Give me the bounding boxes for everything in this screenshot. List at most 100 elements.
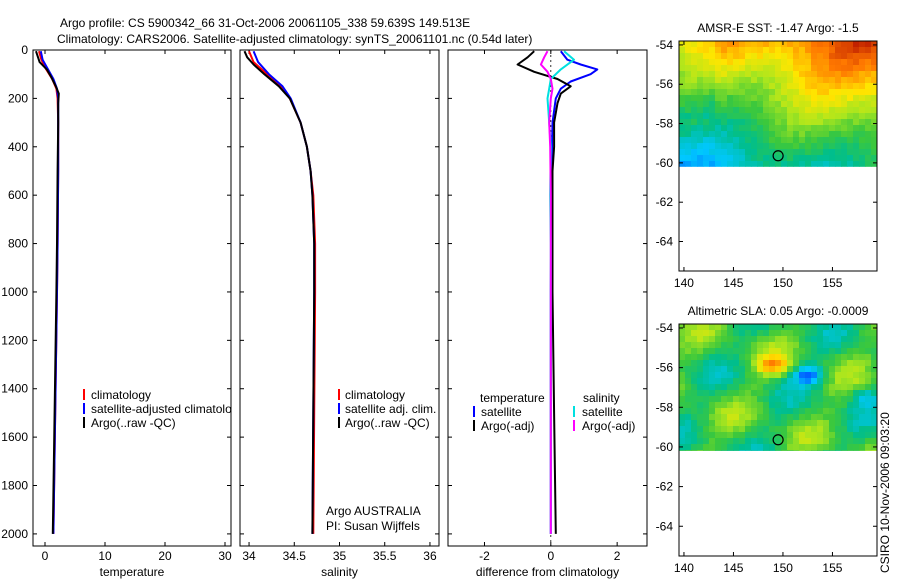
sst-map-cell bbox=[727, 41, 734, 48]
sla-map-cell bbox=[727, 450, 734, 451]
sst-map-cell bbox=[781, 161, 788, 167]
sla-map-cell bbox=[703, 396, 710, 403]
sst-map-cell bbox=[817, 65, 824, 72]
sla-map-cell bbox=[763, 402, 770, 409]
sst-map-cell bbox=[775, 143, 782, 150]
sst-map-cell bbox=[793, 77, 800, 84]
sst-map-cell bbox=[757, 119, 764, 126]
sla-map-cell bbox=[709, 432, 716, 439]
sst-map-cell bbox=[739, 53, 746, 60]
sla-map-cell bbox=[769, 396, 776, 403]
sla-map-cell bbox=[691, 360, 698, 367]
sla-map-cell bbox=[847, 366, 854, 373]
sla-map-cell bbox=[811, 402, 818, 409]
sst-map-cell bbox=[823, 77, 830, 84]
sla-map-cell bbox=[721, 348, 728, 355]
sst-map-cell bbox=[853, 65, 860, 72]
sst-map-cell bbox=[799, 71, 806, 78]
sla-map-cell bbox=[835, 438, 842, 445]
sst-map-cell bbox=[835, 95, 842, 102]
sst-map-cell bbox=[865, 155, 872, 162]
sla-map-cell bbox=[817, 402, 824, 409]
sla-map-cell bbox=[793, 342, 800, 349]
sla-map-cell bbox=[751, 324, 758, 331]
sla-map-cell bbox=[739, 408, 746, 415]
sst-map-cell bbox=[775, 137, 782, 144]
sst-map-cell bbox=[745, 119, 752, 126]
sla-map-cell bbox=[727, 348, 734, 355]
sst-map-cell bbox=[871, 89, 878, 96]
sst-map-cell bbox=[727, 83, 734, 90]
sla-map-cell bbox=[775, 342, 782, 349]
sla-map-cell bbox=[865, 396, 872, 403]
sst-map-cell bbox=[757, 131, 764, 138]
sst-map-cell bbox=[811, 77, 818, 84]
sst-map-cell bbox=[775, 161, 782, 167]
sla-map-cell bbox=[721, 354, 728, 361]
sst-map-cell bbox=[823, 131, 830, 138]
sst-map-cell bbox=[823, 155, 830, 162]
sla-map-cell bbox=[817, 438, 824, 445]
sst-map-cell bbox=[787, 41, 794, 48]
sst-map-cell bbox=[727, 149, 734, 156]
sla-map-cell bbox=[727, 414, 734, 421]
sla-map-cell bbox=[703, 354, 710, 361]
sla-map-cell bbox=[697, 342, 704, 349]
sla-map-cell bbox=[709, 372, 716, 379]
sla-map-cell bbox=[823, 384, 830, 391]
sla-map-cell bbox=[775, 360, 782, 367]
sla-map-cell bbox=[787, 354, 794, 361]
sla-map-cell bbox=[721, 384, 728, 391]
sst-map-cell bbox=[703, 89, 710, 96]
sst-map-cell bbox=[721, 149, 728, 156]
sst-map-cell bbox=[835, 119, 842, 126]
sst-map-cell bbox=[715, 47, 722, 54]
sla-map-cell bbox=[781, 402, 788, 409]
sst-map-cell bbox=[745, 41, 752, 48]
sla-map-cell bbox=[709, 378, 716, 385]
sst-map-cell bbox=[865, 107, 872, 114]
sla-map-cell bbox=[811, 366, 818, 373]
diff-legend-label: satellite bbox=[582, 405, 623, 419]
depth-tick-label: 2000 bbox=[1, 527, 28, 541]
sst-map-cell bbox=[733, 65, 740, 72]
sst-map-cell bbox=[697, 107, 704, 114]
sla-map-cell bbox=[829, 402, 836, 409]
sla-map-cell bbox=[727, 408, 734, 415]
sst-map-cell bbox=[793, 83, 800, 90]
sst-map-cell bbox=[805, 95, 812, 102]
sst-map-cell bbox=[829, 83, 836, 90]
sla-map-cell bbox=[709, 336, 716, 343]
sst-map-cell bbox=[685, 83, 692, 90]
sla-map-cell bbox=[871, 384, 878, 391]
sla-map-cell bbox=[775, 378, 782, 385]
sla-map-cell bbox=[709, 444, 716, 451]
sst-map-cell bbox=[679, 125, 686, 132]
sla-map-cell bbox=[691, 372, 698, 379]
sla-map-cell bbox=[823, 390, 830, 397]
sla-map-cell bbox=[691, 414, 698, 421]
sla-map-cell bbox=[709, 438, 716, 445]
sst-map-cell bbox=[727, 119, 734, 126]
sst-map-cell bbox=[865, 149, 872, 156]
sla-map-cell bbox=[853, 402, 860, 409]
sst-map-cell bbox=[787, 53, 794, 60]
sla-map-cell bbox=[805, 432, 812, 439]
sla-map-cell bbox=[709, 330, 716, 337]
sst-map-cell bbox=[853, 101, 860, 108]
sla-map-cell bbox=[841, 408, 848, 415]
sst-map-cell bbox=[859, 83, 866, 90]
salinity-xtick-label: 34.5 bbox=[283, 549, 307, 563]
sst-map-cell bbox=[859, 77, 866, 84]
sst-map-cell bbox=[715, 107, 722, 114]
sla-map-cell bbox=[763, 378, 770, 385]
sla-map-cell bbox=[835, 336, 842, 343]
sla-map-cell bbox=[835, 366, 842, 373]
sla-map-cell bbox=[835, 426, 842, 433]
sla-map-cell bbox=[781, 414, 788, 421]
sla-map-cell bbox=[871, 426, 878, 433]
sla-map-cell bbox=[685, 372, 692, 379]
sst-map-cell bbox=[829, 65, 836, 72]
sla-map-cell bbox=[691, 444, 698, 451]
sst-map-cell bbox=[847, 41, 854, 48]
